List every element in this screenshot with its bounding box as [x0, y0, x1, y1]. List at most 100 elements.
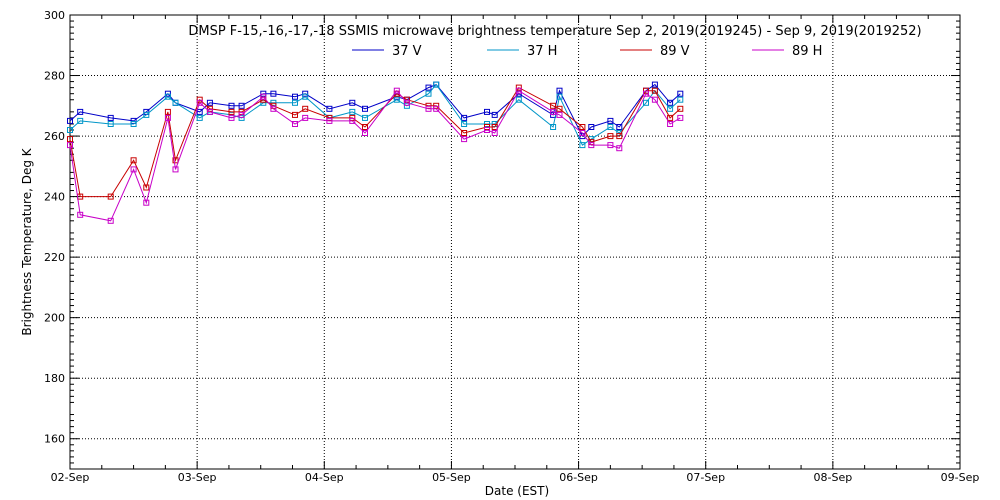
- y-axis-label: Brightness Temperature, Deg K: [20, 147, 34, 335]
- data-point: [238, 111, 245, 118]
- data-point: [77, 117, 84, 124]
- data-point: [143, 184, 150, 191]
- y-tick-label: 180: [44, 372, 65, 385]
- data-point: [667, 114, 674, 121]
- data-point: [349, 108, 356, 115]
- data-point: [238, 102, 245, 109]
- data-point: [677, 114, 684, 121]
- data-point: [484, 108, 490, 115]
- data-point: [425, 90, 432, 97]
- data-point: [607, 142, 614, 149]
- data-point: [172, 99, 179, 106]
- data-point: [349, 99, 356, 106]
- data-point: [667, 121, 674, 127]
- y-tick-labels: 160 180 200 220 240 260 280 300: [44, 9, 65, 446]
- chart-title: DMSP F-15,-16,-17,-18 SSMIS microwave br…: [188, 24, 921, 39]
- data-point: [260, 99, 267, 106]
- data-point: [326, 117, 333, 124]
- data-point: [67, 142, 73, 149]
- data-point: [550, 102, 557, 109]
- data-point: [667, 105, 674, 112]
- y-tick-label: 220: [44, 251, 65, 264]
- data-point: [461, 114, 468, 121]
- data-point: [228, 114, 235, 121]
- data-point: [616, 124, 623, 130]
- data-point: [164, 114, 171, 121]
- legend-label: 89 V: [660, 44, 690, 59]
- data-point: [556, 87, 563, 94]
- data-point: [362, 105, 368, 112]
- data-point: [556, 105, 563, 112]
- series-37-h: [67, 81, 684, 149]
- data-point: [349, 117, 356, 124]
- data-point: [433, 105, 440, 112]
- data-point: [196, 99, 203, 106]
- data-point: [607, 133, 614, 140]
- y-tick-label: 300: [44, 9, 65, 22]
- data-point: [228, 102, 235, 109]
- data-point: [461, 136, 468, 143]
- data-point: [651, 87, 658, 94]
- y-tick-label: 260: [44, 130, 65, 143]
- series-line: [69, 83, 681, 146]
- x-tick-label: 04-Sep: [305, 471, 344, 484]
- data-point: [107, 114, 114, 121]
- x-tick-labels: 02-Sep 03-Sep 04-Sep 05-Sep 06-Sep 07-Sep 08-S…: [51, 471, 980, 484]
- series-line: [69, 86, 681, 198]
- data-point: [292, 121, 298, 127]
- x-tick-label: 05-Sep: [432, 471, 471, 484]
- data-point: [607, 124, 614, 130]
- data-point: [491, 124, 498, 130]
- data-point: [326, 105, 333, 112]
- data-point: [588, 142, 595, 149]
- data-point: [550, 124, 557, 130]
- data-point: [616, 145, 623, 152]
- data-point: [651, 81, 658, 88]
- y-tick-label: 280: [44, 70, 65, 83]
- grid: [70, 15, 960, 469]
- data-point: [393, 87, 400, 94]
- data-point: [579, 142, 586, 149]
- axis-ticks: [69, 14, 961, 469]
- data-point: [67, 117, 73, 124]
- x-tick-label: 02-Sep: [51, 471, 90, 484]
- data-point: [362, 130, 368, 136]
- data-point: [651, 96, 658, 103]
- data-point: [588, 124, 595, 130]
- data-point: [461, 121, 468, 127]
- data-point: [461, 130, 468, 136]
- data-point: [403, 99, 410, 106]
- legend-label: 89 H: [792, 44, 822, 59]
- data-point: [643, 90, 649, 97]
- data-point: [143, 199, 150, 206]
- data-series: [67, 81, 684, 224]
- data-point: [302, 93, 309, 100]
- data-point: [164, 108, 171, 115]
- data-point: [67, 136, 73, 143]
- data-point: [107, 121, 114, 127]
- x-tick-label: 09-Sep: [941, 471, 980, 484]
- data-point: [616, 133, 623, 140]
- y-tick-label: 200: [44, 312, 65, 325]
- data-point: [292, 111, 298, 118]
- data-point: [130, 166, 137, 173]
- data-point: [579, 130, 586, 136]
- data-point: [77, 211, 84, 218]
- data-point: [206, 99, 213, 106]
- data-point: [362, 114, 368, 121]
- legend-label: 37 H: [527, 44, 557, 59]
- data-point: [77, 108, 84, 115]
- data-point: [196, 114, 203, 121]
- x-tick-label: 07-Sep: [686, 471, 725, 484]
- data-point: [172, 157, 179, 164]
- data-point: [556, 111, 563, 118]
- data-point: [292, 93, 298, 100]
- data-point: [107, 193, 114, 200]
- plot-frame: [69, 14, 961, 470]
- data-point: [515, 84, 522, 91]
- x-tick-label: 08-Sep: [814, 471, 853, 484]
- data-point: [677, 90, 684, 97]
- data-point: [677, 105, 684, 112]
- data-point: [164, 93, 171, 100]
